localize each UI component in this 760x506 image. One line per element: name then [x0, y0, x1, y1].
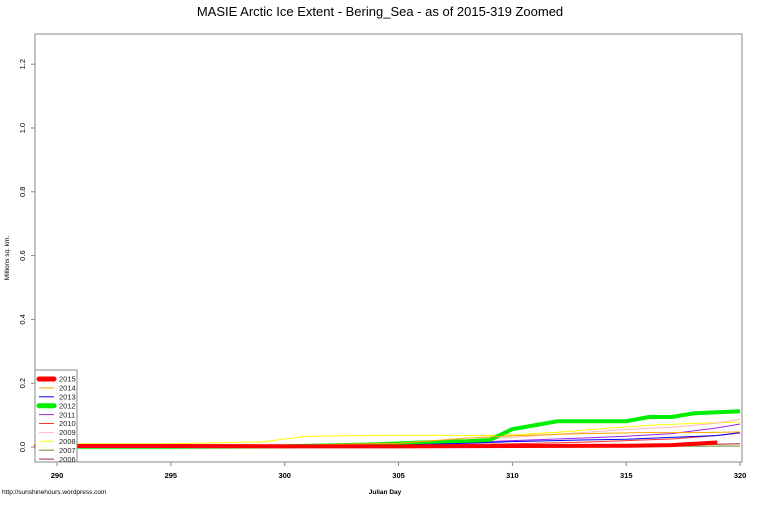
legend-label-2015: 2015 — [59, 375, 76, 384]
x-tick-label: 320 — [734, 471, 747, 480]
y-tick-label: 0.6 — [18, 250, 27, 260]
x-tick-label: 300 — [278, 471, 291, 480]
x-axis-label: Julian Day — [369, 489, 402, 496]
footer-credit: http://sunshinehours.wordpress.com — [2, 489, 106, 496]
legend-label-2014: 2014 — [59, 384, 76, 393]
x-axis: 290 295 300 305 310 315 320 — [51, 462, 747, 480]
y-tick-label: 1.0 — [18, 123, 27, 133]
y-axis: 0.0 0.2 0.4 0.6 0.8 1.0 1.2 — [18, 59, 35, 452]
series-line-2015 — [34, 440, 718, 449]
y-tick-label: 0.2 — [18, 378, 27, 388]
plot-frame — [34, 33, 743, 463]
legend-label-2008: 2008 — [59, 437, 76, 446]
x-tick-label: 295 — [165, 471, 178, 480]
y-tick-label: 1.2 — [18, 59, 27, 69]
chart-title: MASIE Arctic Ice Extent - Bering_Sea - a… — [197, 4, 563, 19]
x-tick-label: 305 — [392, 471, 405, 480]
y-tick-label: 0.4 — [18, 314, 27, 324]
y-tick-label: 0.0 — [18, 442, 27, 452]
legend-box — [34, 369, 78, 463]
x-tick-label: 310 — [506, 471, 519, 480]
legend-label-2006: 2006 — [59, 455, 76, 464]
y-tick-label: 0.8 — [18, 187, 27, 197]
x-tick-label: 315 — [620, 471, 633, 480]
legend-label-2009: 2009 — [59, 428, 76, 437]
legend-label-2010: 2010 — [59, 419, 76, 428]
legend-label-2012: 2012 — [59, 401, 76, 410]
legend-label-2007: 2007 — [59, 446, 76, 455]
legend-label-2011: 2011 — [59, 410, 75, 419]
x-tick-label: 290 — [51, 471, 64, 480]
legend-label-2013: 2013 — [59, 393, 76, 402]
data-series — [34, 409, 741, 449]
y-axis-label: Millions sq. km. — [4, 236, 11, 281]
